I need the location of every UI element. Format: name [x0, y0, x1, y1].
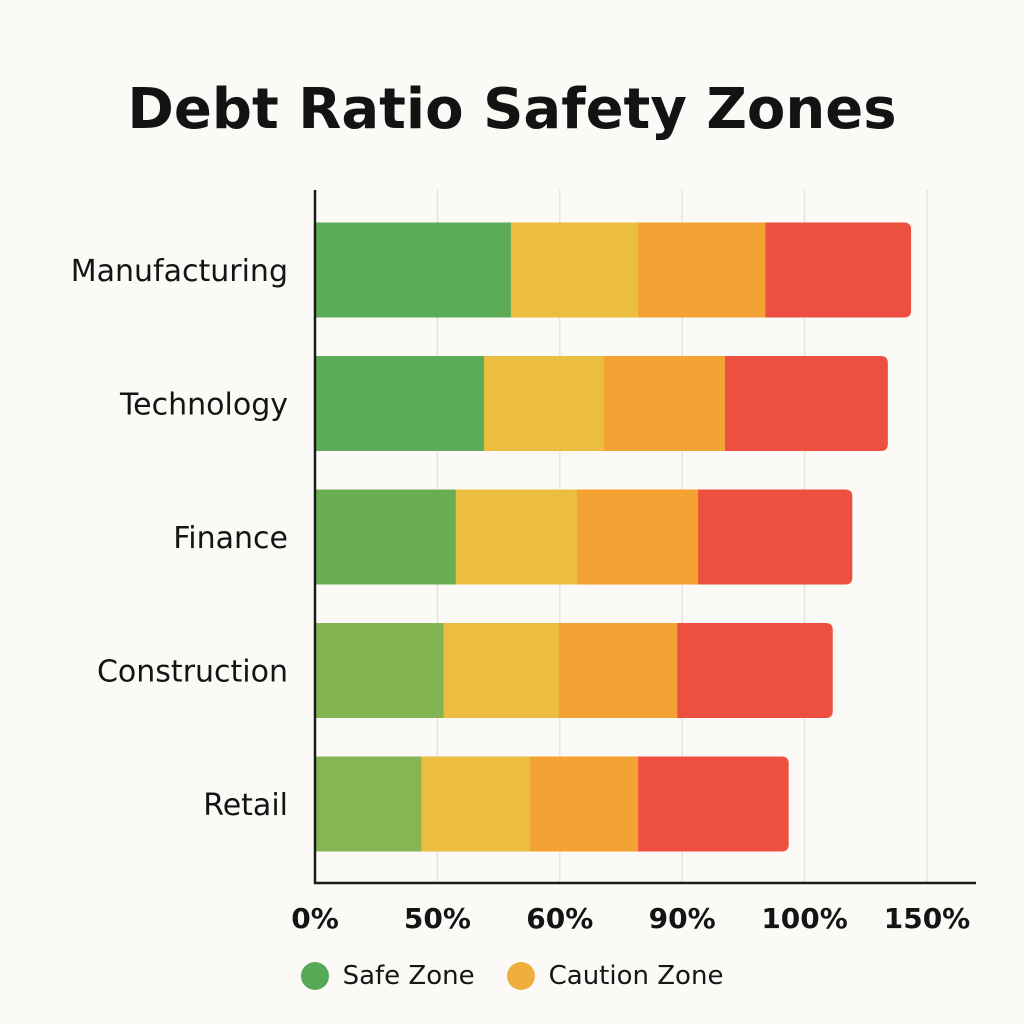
bar-segment-2 [455, 489, 578, 585]
bar-segment-3 [638, 222, 766, 318]
legend-swatch-safe-zone [300, 962, 329, 990]
bar-segment-4 [638, 756, 789, 852]
chart-title: Debt Ratio Safety Zones [127, 77, 897, 142]
x-tick-label: 60% [526, 902, 593, 935]
legend: Safe Zone Caution Zone [0, 952, 1024, 1000]
bar-segment-3 [603, 356, 726, 451]
x-tick-label: 50% [404, 902, 471, 935]
bar-segment-4 [765, 222, 912, 318]
axes [313, 190, 976, 885]
category-label: Retail [203, 788, 288, 823]
x-tick-label: 100% [761, 902, 848, 935]
bar-segment-3 [530, 756, 639, 852]
bar-segment-1 [315, 489, 457, 585]
x-tick-label: 90% [649, 902, 716, 935]
x-tick-labels: 0% 50% 60% 90% 100% 150% [291, 902, 970, 935]
bar-segment-4 [725, 356, 888, 451]
bar-segments [315, 222, 912, 852]
x-tick-label: 0% [291, 902, 339, 935]
bar-segment-3 [576, 489, 699, 585]
category-labels: Manufacturing Technology Finance Constructi… [71, 254, 288, 823]
legend-item-safe-zone: Safe Zone [300, 961, 475, 991]
category-label: Manufacturing [71, 254, 288, 289]
bar-segment-2 [483, 356, 605, 451]
legend-label-safe-zone: Safe Zone [342, 961, 475, 991]
category-label: Finance [173, 521, 288, 556]
legend-swatch-caution-zone [506, 962, 535, 990]
legend-item-caution-zone: Caution Zone [506, 961, 724, 991]
bar-segment-4 [677, 623, 833, 718]
bar-segment-2 [443, 623, 560, 718]
bar-segment-1 [315, 356, 485, 451]
bar-segment-1 [315, 222, 512, 318]
bar-segment-4 [698, 489, 853, 585]
bar-segment-1 [315, 623, 445, 718]
bar-segment-2 [421, 756, 531, 852]
category-label: Technology [119, 388, 288, 423]
category-label: Construction [97, 655, 288, 690]
x-tick-label: 150% [884, 902, 971, 935]
bar-segment-3 [558, 623, 678, 718]
legend-label-caution-zone: Caution Zone [548, 961, 724, 991]
bar-segment-1 [315, 756, 422, 852]
bar-segment-2 [510, 222, 639, 318]
